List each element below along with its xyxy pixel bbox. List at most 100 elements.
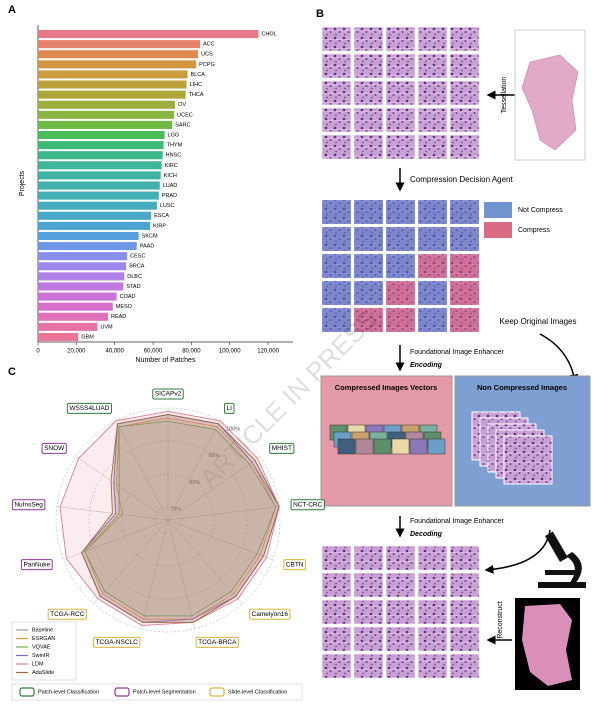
- tile: [321, 26, 352, 52]
- tile-overlay: [450, 308, 479, 332]
- tile: [449, 599, 480, 625]
- tile: [385, 626, 416, 652]
- r-tick-label: 100%: [226, 426, 240, 432]
- bar-label: STAD: [126, 284, 140, 290]
- legend-swatch: [484, 202, 512, 218]
- bar-label: CHOL: [261, 32, 276, 38]
- radar-series: [81, 414, 280, 623]
- axis-label: WSSS4LUAD: [69, 405, 109, 412]
- axis-label: NCT-CRC: [293, 502, 323, 509]
- group-legend-box: [11, 683, 303, 701]
- bar: [38, 312, 108, 321]
- bar: [38, 151, 163, 160]
- axis-label-group: WSSS4LUAD: [66, 402, 112, 414]
- bar-label: KIRC: [165, 163, 178, 169]
- tile-overlay: [418, 227, 447, 251]
- tile-overlay: [450, 281, 479, 305]
- tile: [449, 107, 480, 133]
- bar: [38, 171, 161, 180]
- tile: [385, 80, 416, 106]
- r-tick-label: 90%: [208, 453, 219, 459]
- bar-label: KICH: [164, 173, 177, 179]
- bar-label: UCS: [201, 52, 213, 58]
- tile-overlay: [450, 227, 479, 251]
- tile-overlay: [354, 308, 383, 332]
- bar-label: GBM: [81, 334, 94, 340]
- bar-label: THYM: [167, 143, 183, 149]
- tile: [417, 572, 448, 598]
- axis-label-group: SICAPv2: [152, 388, 184, 400]
- axis-label: NuInsSeg: [14, 502, 43, 509]
- tile: [321, 599, 352, 625]
- bar: [38, 221, 151, 230]
- bar: [38, 242, 137, 251]
- tile: [353, 53, 384, 79]
- axis-label: Camelyon16: [252, 611, 289, 618]
- tile: [385, 545, 416, 571]
- axis-label-box: [290, 499, 325, 511]
- tile-overlay: [322, 227, 351, 251]
- axis-label: SNOW: [44, 445, 65, 452]
- group-label: Patch-level Segmentation: [133, 689, 196, 695]
- bar: [38, 191, 159, 200]
- tile: [449, 545, 480, 571]
- bar-label: ACC: [203, 42, 215, 48]
- bar-label: BLCA: [191, 72, 206, 78]
- x-axis-title: Number of Patches: [136, 357, 196, 364]
- vector-cell: [427, 438, 446, 455]
- bar: [38, 141, 164, 150]
- bar: [38, 161, 162, 170]
- bar: [38, 130, 165, 140]
- box-title: Compressed Images Vectors: [335, 383, 438, 392]
- group-label: Slide-level Classification: [228, 689, 287, 695]
- step-label: Compression Decision Agent: [410, 175, 513, 184]
- spoke: [75, 456, 169, 521]
- legend-label: VQVAE: [32, 644, 51, 650]
- axis-label-group: Camelyon16: [249, 608, 291, 620]
- tile: [417, 107, 448, 133]
- tile: [321, 545, 352, 571]
- bar: [38, 90, 186, 99]
- tile: [417, 653, 448, 679]
- axis-label-group: LI: [224, 402, 235, 414]
- tile-overlay: [322, 281, 351, 305]
- tile-overlay: [418, 254, 447, 278]
- tile: [417, 26, 448, 52]
- reconstructed-tissue: [522, 604, 572, 686]
- bar: [38, 40, 201, 49]
- bar: [38, 110, 175, 119]
- radar-series: [84, 420, 277, 617]
- bar-label: BRCA: [129, 264, 145, 270]
- spoke: [167, 456, 261, 521]
- tile: [385, 26, 416, 52]
- axis-label-box: [269, 442, 295, 454]
- vector-cell: [355, 438, 374, 455]
- axis-label: PanNuke: [23, 561, 50, 568]
- axis-label-box: [11, 499, 46, 511]
- tile-overlay: [386, 308, 415, 332]
- spoke: [167, 519, 243, 604]
- spoke: [93, 519, 169, 604]
- axis-label-group: CBTN: [283, 559, 307, 571]
- spoke: [167, 519, 196, 629]
- tile: [449, 80, 480, 106]
- tile: [321, 653, 352, 679]
- legend-label: AdaSlide: [32, 670, 54, 676]
- tile-overlay: [450, 200, 479, 224]
- bar-label: PRAD: [162, 193, 177, 199]
- tile: [353, 107, 384, 133]
- axis-label-box: [41, 442, 67, 454]
- bar-label: THCA: [189, 92, 204, 98]
- axis-label-box: [152, 388, 184, 400]
- tile: [321, 80, 352, 106]
- axis-label-box: [249, 608, 291, 620]
- tile-overlay: [450, 254, 479, 278]
- bar-label: MESO: [116, 304, 133, 310]
- vector-cell: [409, 438, 428, 455]
- tile: [417, 80, 448, 106]
- spoke: [63, 519, 169, 560]
- radar-series: [84, 417, 277, 620]
- tile-overlay: [418, 281, 447, 305]
- bar-label: UVM: [100, 324, 113, 330]
- r-tick-label: 70%: [170, 507, 181, 513]
